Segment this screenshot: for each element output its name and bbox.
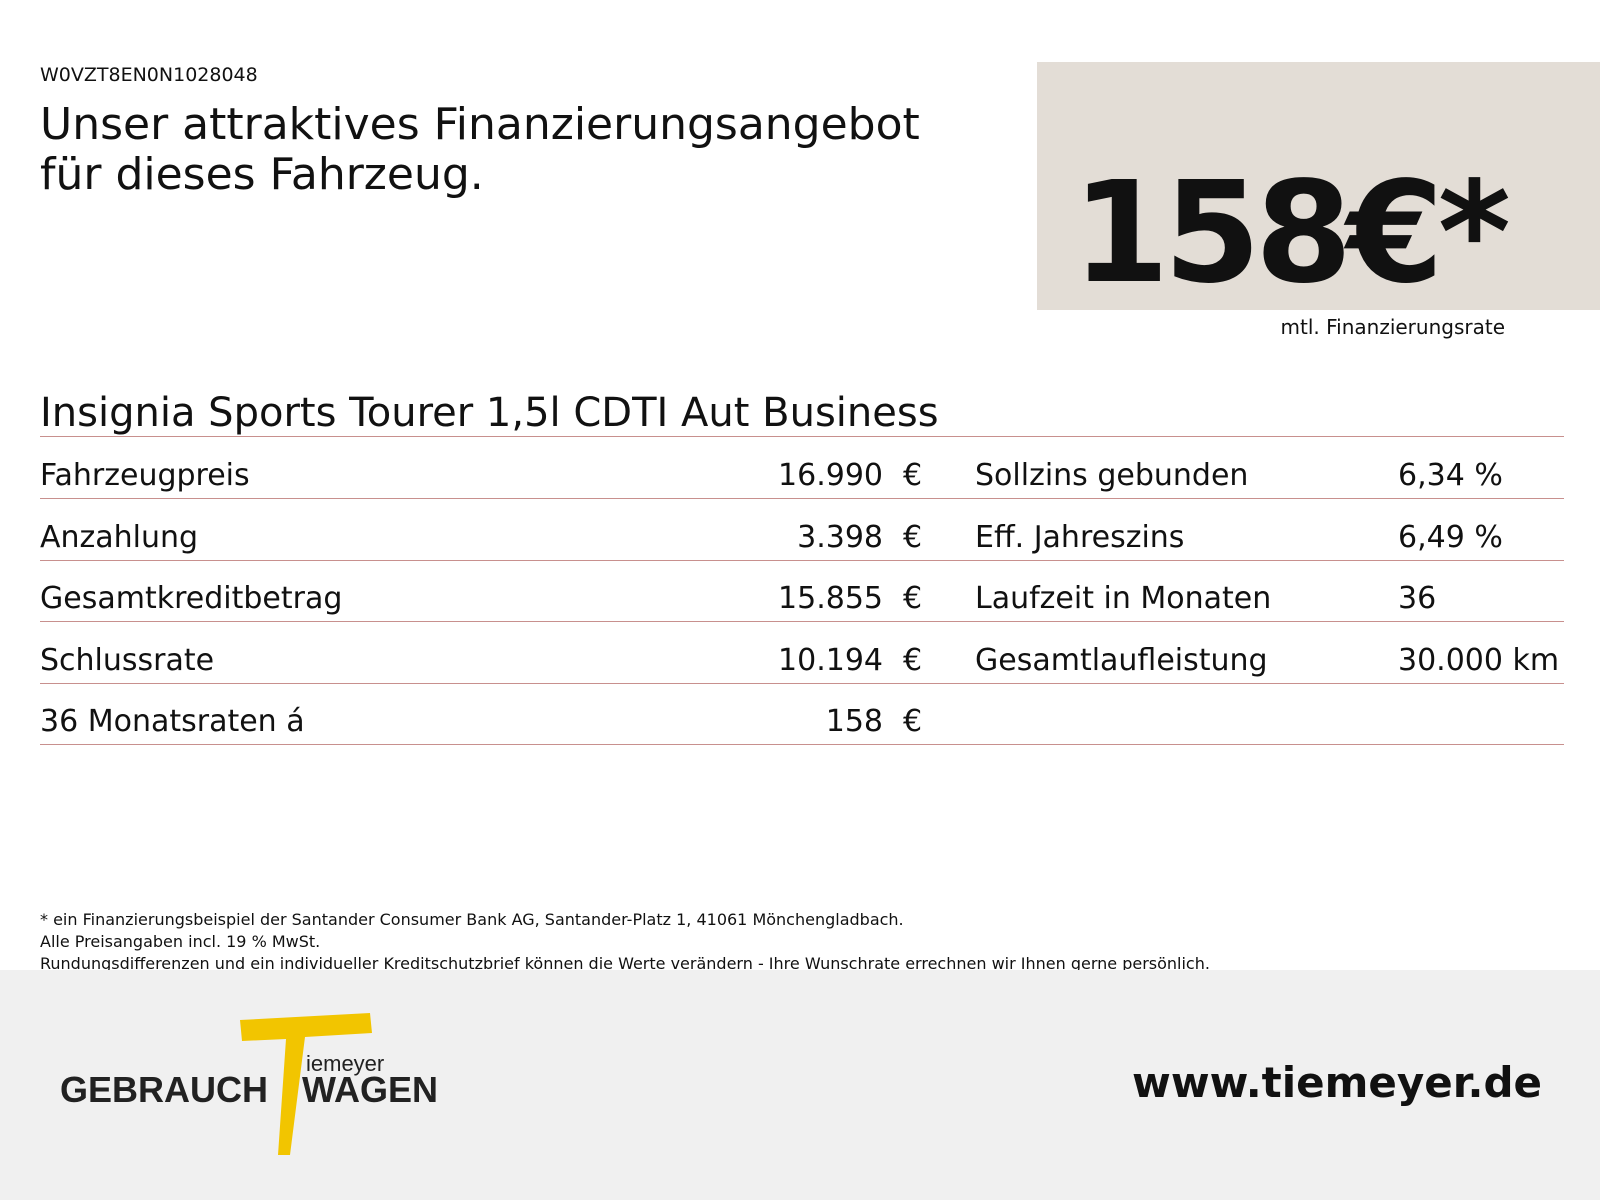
row-value: 30.000 km — [1398, 642, 1560, 678]
row-label: Schlussrate — [40, 642, 215, 678]
row-value: 16.990 — [778, 458, 883, 493]
footnote: Alle Preisangaben incl. 19 % MwSt. — [40, 932, 321, 951]
rule — [40, 498, 1564, 499]
headline: Unser attraktives Finanzierungsangebot f… — [40, 100, 920, 200]
row-label: Laufzeit in Monaten — [975, 581, 1272, 616]
row-unit: € — [903, 519, 923, 555]
rule — [40, 621, 1564, 622]
footer — [0, 970, 1600, 1200]
rule — [40, 559, 1564, 561]
footnote: Rundungsdifferenzen und ein individuelle… — [40, 954, 1210, 973]
footnote: * ein Finanzierungsbeispiel der Santande… — [40, 910, 904, 929]
row-unit: € — [903, 642, 923, 678]
logo-right: WAGEN — [302, 1069, 438, 1110]
monthly-rate: 158€* — [1072, 152, 1511, 315]
rule — [40, 436, 1564, 437]
row-unit: € — [903, 581, 923, 616]
row-label: Gesamtlaufleistung — [975, 642, 1268, 678]
headline-line: Unser attraktives Finanzierungsangebot — [40, 99, 920, 150]
row-label: Gesamtkreditbetrag — [40, 581, 343, 616]
row-value: 3.398 — [797, 519, 883, 555]
vin: W0VZT8EN0N1028048 — [40, 64, 258, 86]
price-box: 158€* mtl. Finanzierungsrate — [1037, 62, 1600, 339]
logo-script: iemeyer — [306, 1051, 384, 1076]
rule — [40, 682, 1564, 684]
website[interactable]: www.tiemeyer.de — [1132, 1058, 1542, 1107]
row-value: 15.855 — [778, 581, 883, 616]
row-value: 6,34 % — [1398, 458, 1503, 493]
row-label: Eff. Jahreszins — [975, 519, 1185, 555]
row-label: Sollzins gebunden — [975, 458, 1249, 493]
logo-t — [240, 1013, 372, 1155]
rate-label: mtl. Finanzierungsrate — [1280, 315, 1505, 339]
logo: GEBRAUCH WAGEN iemeyer — [60, 1013, 438, 1155]
row-label: Anzahlung — [40, 519, 199, 555]
row-value: 36 — [1398, 581, 1437, 616]
rule — [40, 744, 1564, 745]
row-value: 10.194 — [778, 642, 883, 678]
row-unit: € — [903, 458, 923, 493]
logo-left: GEBRAUCH — [60, 1069, 268, 1110]
row-label: 36 Monatsraten á — [40, 704, 305, 739]
row-value: 158 — [825, 704, 883, 739]
row-label: Fahrzeugpreis — [40, 458, 250, 493]
vehicle-name: Insignia Sports Tourer 1,5l CDTI Aut Bus… — [40, 390, 939, 436]
headline-line: für dieses Fahrzeug. — [40, 149, 484, 200]
row-unit: € — [903, 704, 923, 739]
row-value: 6,49 % — [1398, 519, 1503, 555]
